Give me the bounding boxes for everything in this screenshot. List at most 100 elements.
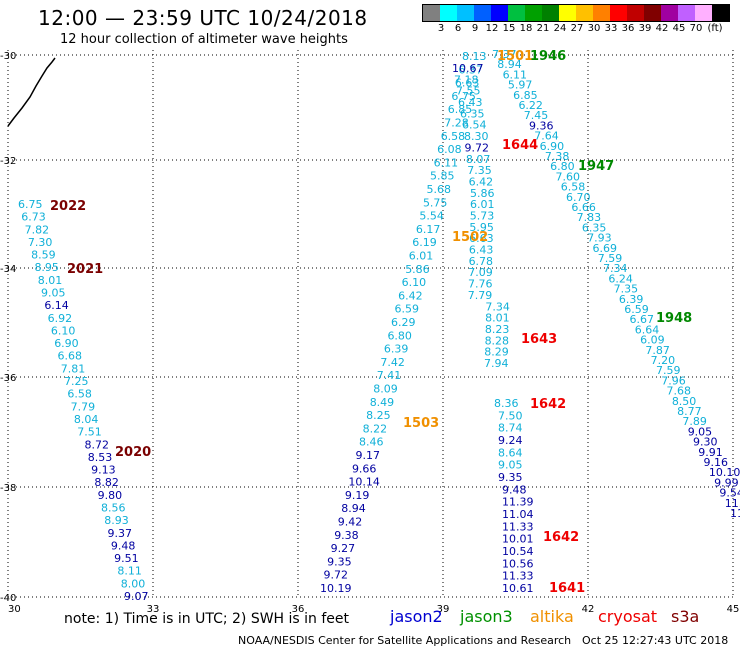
footnote: note: 1) Time is in UTC; 2) SWH is in fe… <box>64 611 350 627</box>
wave-height-value: 8.74 <box>498 422 523 435</box>
wave-height-value: 6.08 <box>437 143 462 156</box>
wave-height-value: 6.10 <box>51 324 76 337</box>
wave-height-value: 10.61 <box>502 582 534 595</box>
latitude-tick-label: -36 <box>0 373 16 384</box>
color-scale-label: 9 <box>471 23 479 34</box>
wave-height-value: 7.38 <box>545 150 570 163</box>
satellite-name-jason2: jason2 <box>390 607 443 626</box>
pass-time-label: 1641 <box>549 581 585 596</box>
wave-height-value: 7.28 <box>444 117 469 130</box>
wave-height-value: 7.34 <box>485 300 510 313</box>
wave-height-value: 7.83 <box>577 211 602 224</box>
color-swatch <box>644 5 661 21</box>
wave-height-value: 8.01 <box>485 312 510 325</box>
wave-height-value: 8.64 <box>498 446 523 459</box>
coastline <box>7 57 56 127</box>
wave-height-value: 6.80 <box>550 160 575 173</box>
wave-height-value: 6.75 <box>18 198 43 211</box>
color-scale-bar <box>422 4 730 22</box>
wave-height-value: 8.94 <box>341 502 366 515</box>
wave-height-value: 6.92 <box>48 312 72 325</box>
wave-height-value: 8.77 <box>677 405 702 418</box>
color-scale-label: 21 <box>536 23 550 34</box>
wave-height-value: 8.01 <box>38 274 63 287</box>
color-swatch <box>423 5 440 21</box>
wave-height-value: 11.33 <box>502 570 534 583</box>
latitude-tick-label: -30 <box>0 51 16 62</box>
pass-time-label: 1948 <box>656 311 692 326</box>
wave-height-value: 8.25 <box>366 409 391 422</box>
satellite-name-jason3: jason3 <box>460 607 513 626</box>
map-grid <box>7 50 736 598</box>
wave-height-value: 10.54 <box>502 545 534 558</box>
latitude-tick-label: -38 <box>0 483 16 494</box>
wave-height-value: 6.59 <box>624 303 649 316</box>
wave-height-value: 6.58 <box>441 130 466 143</box>
color-swatch <box>474 5 491 21</box>
wave-height-value: 9.35 <box>498 471 523 484</box>
credit-text: NOAA/NESDIS Center for Satellite Applica… <box>238 634 572 647</box>
wave-height-value: 6.58 <box>67 388 92 401</box>
wave-height-value: 6.85 <box>448 103 473 116</box>
wave-height-value: 7.64 <box>534 130 559 143</box>
wave-height-value: 10.01 <box>502 533 534 546</box>
pass-time-label: 1947 <box>578 159 614 174</box>
color-swatch <box>610 5 627 21</box>
wave-height-value: 6.37 <box>458 63 483 76</box>
color-scale-legend: 3 6 9 12 15 18 21 24 27 30 33 36 39 42 45 70 (ft) <box>422 4 740 36</box>
wave-height-value: 7.25 <box>64 375 89 388</box>
wave-height-value: 7.76 <box>468 278 493 291</box>
wave-height-value: 6.54 <box>462 119 487 132</box>
wave-height-value: 9.91 <box>698 446 723 459</box>
wave-height-value: 6.14 <box>44 299 69 312</box>
wave-height-value: 7.55 <box>456 85 481 98</box>
wave-height-value: 5.86 <box>470 187 495 200</box>
wave-height-value: 5.95 <box>469 221 494 234</box>
wave-height-value: 8.23 <box>485 323 510 336</box>
longitude-tick-label: 45 <box>727 604 740 615</box>
pass-time-label: 1643 <box>521 332 557 347</box>
wave-height-value: 7.09 <box>468 266 493 279</box>
longitude-tick-label: 30 <box>8 604 21 615</box>
wave-height-value: 9.51 <box>114 552 138 565</box>
wave-height-value: 9.72 <box>465 141 490 154</box>
color-scale-label: 70 <box>689 23 703 34</box>
wave-height-value: 6.35 <box>582 221 607 234</box>
wave-height-value: 7.59 <box>656 364 681 377</box>
wave-height-value: 8.50 <box>672 395 697 408</box>
wave-height-value: 7.79 <box>468 289 493 302</box>
wave-height-value: 5.85 <box>430 170 455 183</box>
wave-height-value: 6.39 <box>384 343 409 356</box>
wave-height-value: 8.11 <box>117 565 142 578</box>
wave-height-value: 6.80 <box>387 329 412 342</box>
wave-height-value: 9.48 <box>502 483 527 496</box>
color-swatch <box>559 5 576 21</box>
wave-height-value: 11.04 <box>502 508 534 521</box>
wave-height-value: 5.75 <box>423 196 448 209</box>
wave-height-value: 9.48 <box>111 539 136 552</box>
wave-height-value: 7.81 <box>61 362 86 375</box>
color-swatch <box>593 5 610 21</box>
wave-height-value: 8.94 <box>497 58 522 71</box>
wave-height-value: 9.05 <box>498 459 523 472</box>
wave-height-value: 6.09 <box>640 334 665 347</box>
wave-height-value: 6.22 <box>518 99 543 112</box>
longitude-tick-label: 33 <box>147 604 160 615</box>
color-swatch <box>457 5 474 21</box>
wave-height-value: 7.50 <box>498 409 523 422</box>
wave-height-value: 9.05 <box>688 425 713 438</box>
wave-height-value: 7.87 <box>645 344 670 357</box>
wave-height-value: 8.36 <box>494 397 519 410</box>
wave-height-value: 7.41 <box>377 369 402 382</box>
color-swatch <box>525 5 542 21</box>
wave-height-value: 9.30 <box>693 436 718 449</box>
wave-height-value: 6.90 <box>540 140 565 153</box>
color-scale-label: 18 <box>519 23 533 34</box>
pass-time-label: 2020 <box>115 445 151 460</box>
wave-height-value: 6.69 <box>592 242 617 255</box>
wave-height-value: 6.63 <box>469 232 494 245</box>
wave-height-value: 8.46 <box>359 436 384 449</box>
wave-height-value: 9.38 <box>334 529 359 542</box>
color-scale-label: (ft) <box>707 23 723 34</box>
